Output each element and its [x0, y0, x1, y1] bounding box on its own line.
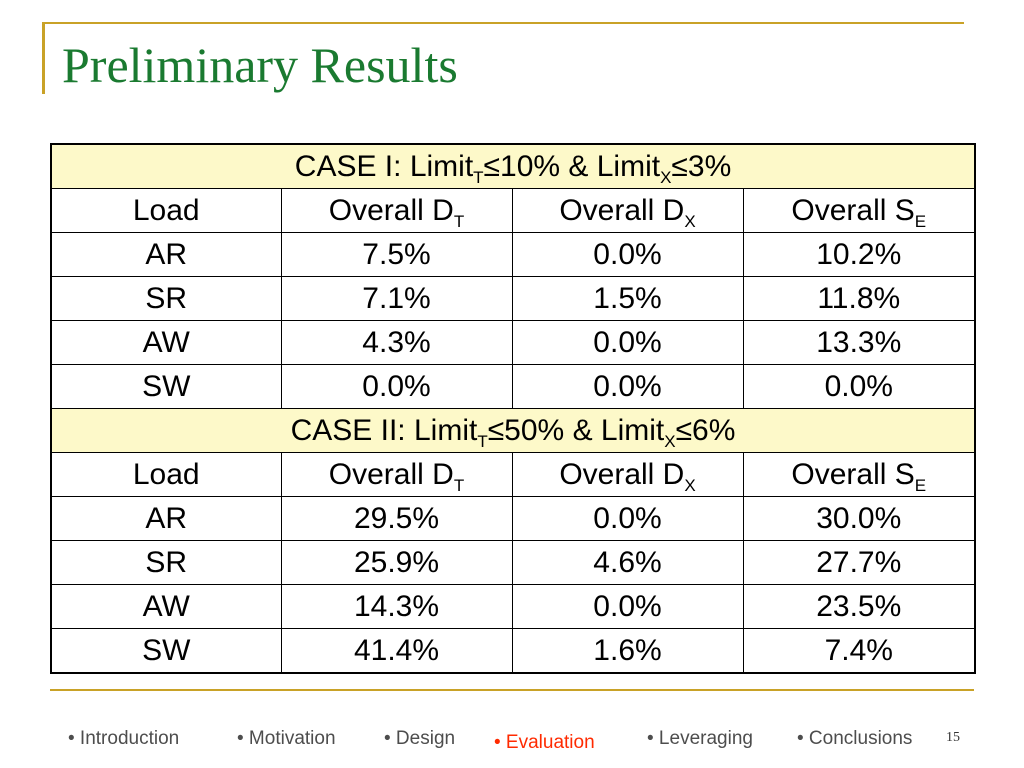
cell-load: SW: [50, 364, 282, 409]
table-row: SW 0.0% 0.0% 0.0%: [50, 364, 976, 409]
nav-item-leveraging[interactable]: • Leveraging: [647, 728, 753, 749]
cell-overall-se: 7.4%: [742, 628, 976, 674]
cell-overall-dx: 0.0%: [511, 232, 744, 277]
cell-overall-se: 10.2%: [742, 232, 976, 277]
nav-item-evaluation[interactable]: • Evaluation: [494, 732, 595, 753]
results-table-container: CASE I: LimitT≤10% & LimitX≤3% Load Over…: [50, 143, 977, 674]
cell-overall-dx: 0.0%: [511, 584, 744, 629]
page-number: 15: [946, 730, 960, 745]
column-header-overall-se: Overall SE: [742, 452, 976, 497]
cell-overall-dt: 4.3%: [280, 320, 513, 365]
nav-item-motivation[interactable]: • Motivation: [237, 728, 336, 749]
case-header-row: CASE I: LimitT≤10% & LimitX≤3%: [50, 143, 976, 189]
case-label: CASE II: LimitT≤50% & LimitX≤6%: [50, 408, 976, 453]
cell-load: AW: [50, 320, 282, 365]
column-header-row: Load Overall DT Overall DX Overall SE: [50, 188, 976, 233]
table-row: AW 4.3% 0.0% 13.3%: [50, 320, 976, 365]
results-table: CASE I: LimitT≤10% & LimitX≤3% Load Over…: [50, 143, 977, 674]
column-header-overall-dx: Overall DX: [511, 452, 744, 497]
case-header-row: CASE II: LimitT≤50% & LimitX≤6%: [50, 408, 976, 453]
cell-overall-se: 30.0%: [742, 496, 976, 541]
cell-overall-se: 27.7%: [742, 540, 976, 585]
case-label: CASE I: LimitT≤10% & LimitX≤3%: [50, 143, 976, 189]
cell-overall-dt: 0.0%: [280, 364, 513, 409]
cell-overall-dx: 4.6%: [511, 540, 744, 585]
footer-accent-line: [50, 689, 974, 691]
slide-title: Preliminary Results: [62, 37, 458, 93]
cell-load: AR: [50, 496, 282, 541]
cell-overall-dx: 0.0%: [511, 320, 744, 365]
table-row: SW 41.4% 1.6% 7.4%: [50, 628, 976, 674]
cell-overall-se: 23.5%: [742, 584, 976, 629]
cell-overall-se: 13.3%: [742, 320, 976, 365]
nav-item-introduction[interactable]: • Introduction: [68, 728, 180, 749]
cell-overall-se: 0.0%: [742, 364, 976, 409]
cell-overall-dt: 29.5%: [280, 496, 513, 541]
column-header-row: Load Overall DT Overall DX Overall SE: [50, 452, 976, 497]
column-header-load: Load: [50, 452, 282, 497]
cell-overall-dx: 0.0%: [511, 364, 744, 409]
table-row: AR 7.5% 0.0% 10.2%: [50, 232, 976, 277]
nav-item-design[interactable]: • Design: [384, 728, 456, 749]
table-row: SR 7.1% 1.5% 11.8%: [50, 276, 976, 321]
cell-overall-dt: 41.4%: [280, 628, 513, 674]
nav-item-conclusions[interactable]: • Conclusions: [797, 728, 913, 749]
cell-load: SR: [50, 540, 282, 585]
section-nav: • Introduction • Motivation • Design • E…: [0, 728, 1024, 756]
table-row: AR 29.5% 0.0% 30.0%: [50, 496, 976, 541]
column-header-overall-dt: Overall DT: [280, 188, 513, 233]
cell-overall-dt: 7.5%: [280, 232, 513, 277]
column-header-load: Load: [50, 188, 282, 233]
column-header-overall-se: Overall SE: [742, 188, 976, 233]
cell-load: AW: [50, 584, 282, 629]
cell-overall-dx: 1.5%: [511, 276, 744, 321]
cell-overall-dx: 0.0%: [511, 496, 744, 541]
table-row: SR 25.9% 4.6% 27.7%: [50, 540, 976, 585]
column-header-overall-dt: Overall DT: [280, 452, 513, 497]
cell-overall-dt: 25.9%: [280, 540, 513, 585]
title-accent-horizontal-line: [42, 22, 964, 24]
cell-load: AR: [50, 232, 282, 277]
cell-load: SR: [50, 276, 282, 321]
table-row: AW 14.3% 0.0% 23.5%: [50, 584, 976, 629]
cell-overall-dt: 14.3%: [280, 584, 513, 629]
cell-load: SW: [50, 628, 282, 674]
cell-overall-se: 11.8%: [742, 276, 976, 321]
column-header-overall-dx: Overall DX: [511, 188, 744, 233]
cell-overall-dx: 1.6%: [511, 628, 744, 674]
cell-overall-dt: 7.1%: [280, 276, 513, 321]
title-accent-vertical-line: [42, 22, 45, 94]
